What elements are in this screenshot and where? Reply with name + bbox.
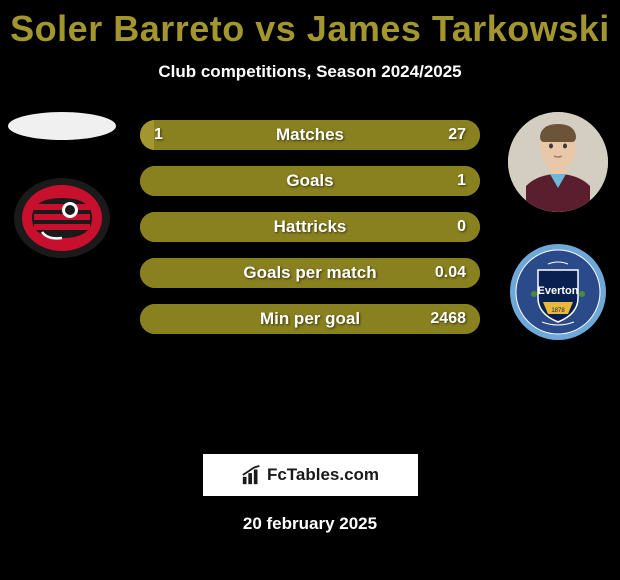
stat-bar: Goals 1 <box>140 166 480 196</box>
svg-text:Everton: Everton <box>538 285 579 297</box>
chart-icon <box>241 464 263 486</box>
stat-bar: Hattricks 0 <box>140 212 480 242</box>
stat-label: Matches <box>276 125 344 145</box>
player2-photo <box>508 112 608 212</box>
bar-fill-left <box>140 120 154 150</box>
stat-value-right: 2468 <box>430 310 466 328</box>
left-image-column <box>8 112 116 261</box>
stat-label: Goals per match <box>243 263 376 283</box>
stat-bar: Goals per match 0.04 <box>140 258 480 288</box>
player2-club-logo: Everton 1878 <box>508 242 608 342</box>
stat-label: Hattricks <box>274 217 347 237</box>
right-image-column: Everton 1878 <box>508 112 608 342</box>
stat-label: Min per goal <box>260 309 360 329</box>
stat-bar: Min per goal 2468 <box>140 304 480 334</box>
stat-bars: 1 Matches 27 Goals 1 Hattricks 0 Goals per matc… <box>140 120 480 350</box>
brand-text: FcTables.com <box>267 465 379 485</box>
subtitle: Club competitions, Season 2024/2025 <box>0 62 620 82</box>
page-title: Soler Barreto vs James Tarkowski <box>0 0 620 50</box>
comparison-area: Everton 1878 1 Matches 27 Goals 1 Hattricks 0 G… <box>0 112 620 452</box>
player1-club-logo <box>12 176 112 261</box>
stat-value-right: 1 <box>457 172 466 190</box>
stat-value-right: 0.04 <box>435 264 466 282</box>
stat-value-left: 1 <box>154 126 163 144</box>
stat-bar: 1 Matches 27 <box>140 120 480 150</box>
stat-label: Goals <box>286 171 333 191</box>
svg-text:1878: 1878 <box>551 308 565 314</box>
date-text: 20 february 2025 <box>0 514 620 534</box>
player1-photo-placeholder <box>8 112 116 140</box>
stat-value-right: 0 <box>457 218 466 236</box>
brand-badge: FcTables.com <box>203 454 418 496</box>
stat-value-right: 27 <box>448 126 466 144</box>
